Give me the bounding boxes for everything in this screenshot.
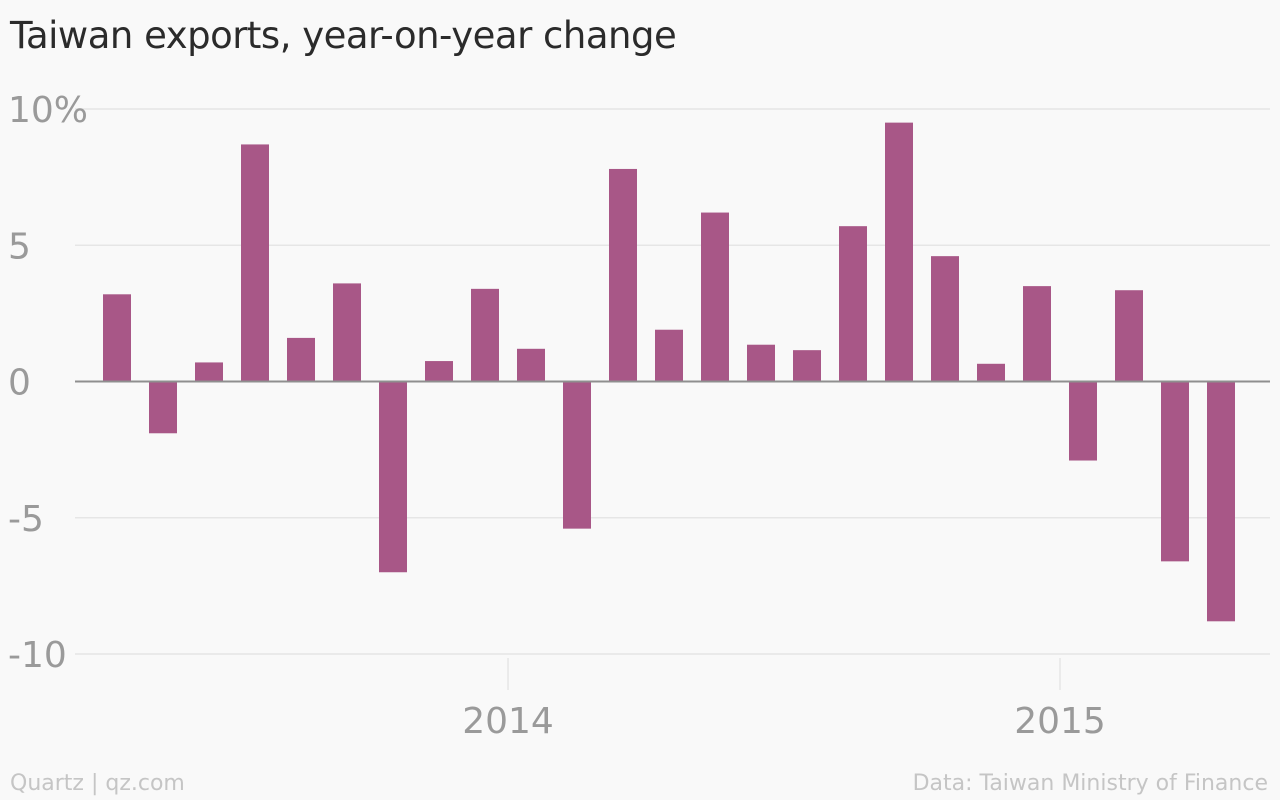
bar (1115, 290, 1143, 382)
grid-lines (75, 108, 1270, 655)
bar (609, 168, 637, 382)
bar (655, 329, 683, 382)
bar (517, 348, 545, 382)
bar (931, 256, 959, 382)
bar (885, 122, 913, 382)
bar (839, 226, 867, 382)
bar (149, 381, 177, 434)
x-tick-label: 2014 (462, 701, 554, 742)
y-tick-label: -10 (8, 635, 67, 676)
y-tick-label: 10% (8, 90, 88, 131)
bar (793, 350, 821, 382)
bar (701, 212, 729, 382)
y-axis: 10% 5 0 -5 -10 (8, 90, 88, 676)
bar (977, 363, 1005, 382)
bar (379, 381, 407, 573)
credit-text: Quartz | qz.com (10, 771, 185, 796)
y-tick-label: 0 (8, 363, 31, 404)
bars (103, 122, 1235, 622)
bar (103, 294, 131, 382)
bar (1023, 286, 1051, 382)
bar (747, 344, 775, 382)
bar (1207, 381, 1235, 622)
bar (1161, 381, 1189, 562)
bar (195, 362, 223, 382)
bar (287, 337, 315, 382)
bar (563, 381, 591, 529)
chart-title: Taiwan exports, year-on-year change (10, 14, 677, 57)
x-tick-label: 2015 (1014, 701, 1106, 742)
y-tick-label: -5 (8, 499, 44, 540)
bar (471, 288, 499, 382)
bar (241, 144, 269, 382)
bar (333, 283, 361, 382)
bar (425, 361, 453, 382)
source-text: Data: Taiwan Ministry of Finance (912, 771, 1268, 796)
bar (1069, 381, 1097, 461)
y-tick-label: 5 (8, 226, 31, 267)
x-axis: 2014 2015 (462, 658, 1106, 742)
